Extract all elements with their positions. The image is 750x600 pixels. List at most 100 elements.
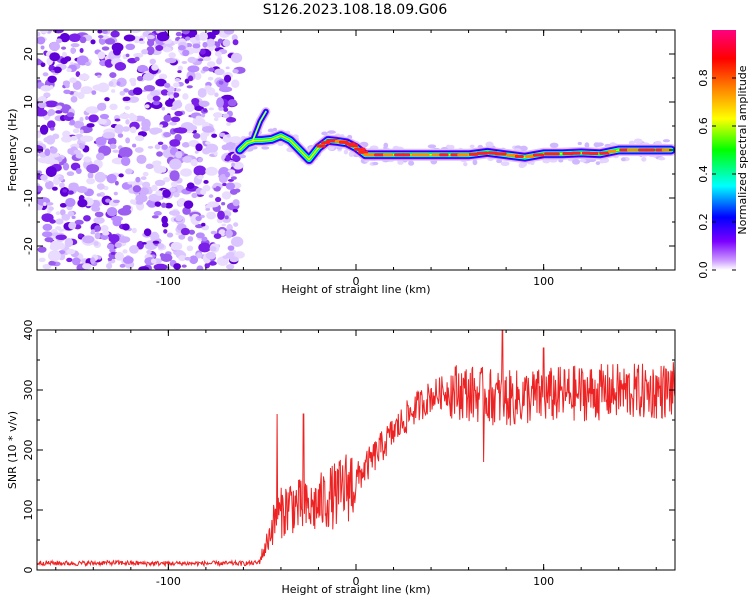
noise-blob (169, 158, 182, 170)
noise-blob (101, 30, 108, 34)
noise-blob (40, 174, 48, 181)
noise-blob (201, 113, 206, 118)
noise-blob (197, 87, 207, 98)
noise-blob (225, 66, 230, 70)
noise-blob (141, 49, 149, 55)
noise-blob (198, 157, 203, 163)
halo-blob (496, 159, 503, 164)
noise-blob (44, 100, 59, 108)
noise-blob (149, 58, 156, 65)
halo-blob (572, 158, 581, 165)
y-tick-label: 20 (22, 47, 35, 61)
noise-blob (49, 127, 55, 131)
noise-blob (85, 115, 89, 120)
halo-blob (427, 144, 437, 149)
noise-blob (227, 245, 235, 251)
halo-blob (267, 128, 275, 133)
noise-blob (63, 89, 71, 95)
halo-blob (579, 158, 587, 163)
noise-blob (152, 100, 160, 106)
colorbar-gradient (712, 30, 736, 270)
noise-blob (132, 143, 137, 148)
noise-blob (233, 222, 239, 227)
noise-blob (166, 232, 174, 238)
snr-xlabel: Height of straight line (km) (281, 583, 430, 596)
halo-blob (641, 156, 647, 162)
y-tick-label: 300 (22, 380, 35, 401)
noise-blob (68, 33, 81, 42)
noise-blob (66, 68, 72, 73)
noise-blob (143, 85, 156, 92)
noise-blob (125, 53, 130, 58)
noise-blob (45, 180, 54, 190)
noise-blob (37, 108, 48, 117)
colorbar-tick-label: 0.4 (697, 165, 710, 183)
noise-blob (164, 57, 177, 64)
noise-blob (231, 162, 235, 167)
noise-blob (152, 196, 157, 201)
noise-blob (72, 80, 82, 90)
noise-blob (177, 70, 182, 74)
noise-blob (122, 126, 130, 132)
noise-blob (143, 228, 152, 237)
noise-blob (80, 135, 94, 142)
noise-blob (55, 38, 63, 44)
noise-blob (73, 149, 82, 155)
noise-blob (151, 184, 158, 192)
noise-blob (211, 133, 218, 138)
noise-blob (49, 41, 61, 52)
y-tick-label: 0 (22, 147, 35, 154)
halo-blob (321, 131, 328, 136)
halo-blob (408, 160, 415, 166)
noise-blob (174, 110, 183, 117)
noise-blob (180, 168, 193, 177)
noise-blob (222, 39, 231, 47)
noise-blob (141, 118, 151, 130)
ridge-peak (588, 151, 599, 156)
noise-blob (177, 65, 184, 71)
noise-blob (187, 75, 194, 82)
noise-blob (96, 183, 105, 190)
noise-blob (183, 200, 194, 209)
noise-blob (53, 66, 62, 74)
noise-blob (132, 185, 142, 193)
noise-blob (178, 234, 186, 240)
noise-blob (232, 69, 239, 74)
y-tick-label: 200 (22, 440, 35, 461)
noise-blob (70, 95, 78, 103)
noise-blob (146, 34, 155, 40)
noise-blob (205, 207, 211, 211)
noise-blob (82, 263, 92, 270)
noise-blob (187, 236, 194, 242)
noise-blob (168, 210, 181, 216)
noise-blob (195, 34, 201, 41)
noise-blob (61, 213, 71, 221)
ridge-peak (457, 153, 469, 157)
noise-blob (107, 257, 113, 262)
noise-blob (97, 51, 106, 60)
noise-blob (186, 85, 193, 89)
y-tick-label: 10 (22, 95, 35, 109)
noise-blob (119, 113, 131, 120)
noise-blob (159, 124, 163, 128)
halo-blob (500, 161, 510, 167)
noise-blob (204, 141, 211, 145)
noise-blob (125, 137, 131, 144)
noise-blob (169, 139, 181, 147)
noise-blob (40, 62, 46, 68)
noise-blob (105, 263, 113, 269)
noise-blob (227, 178, 234, 182)
noise-blob (98, 35, 104, 39)
noise-blob (95, 152, 105, 161)
noise-blob (93, 217, 105, 224)
ridge-peak (544, 152, 554, 156)
noise-blob (37, 145, 44, 153)
ridge-peak (562, 152, 574, 156)
noise-blob (140, 176, 147, 181)
noise-blob (153, 211, 162, 216)
noise-blob (208, 194, 214, 198)
noise-blob (55, 218, 64, 225)
noise-blob (221, 216, 232, 223)
noise-blob (199, 31, 208, 41)
noise-blob (94, 232, 101, 240)
